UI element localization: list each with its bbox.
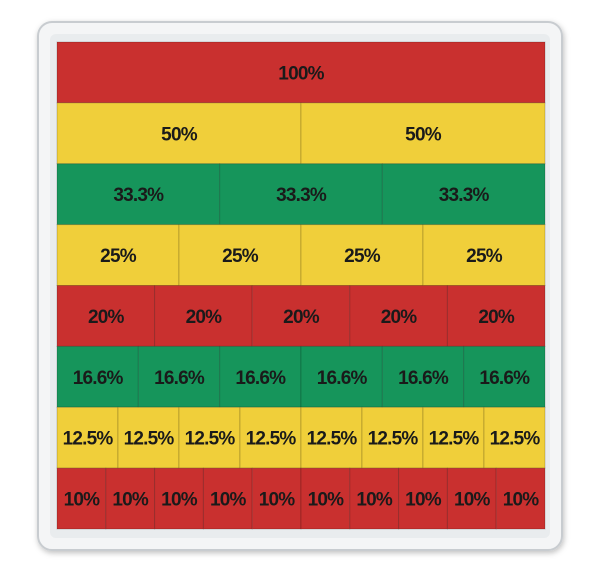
tile bbox=[422, 406, 485, 469]
tile-label: 20% bbox=[186, 307, 223, 328]
tile-label: 25% bbox=[100, 246, 137, 267]
tile-label: 12.5% bbox=[490, 429, 541, 450]
tile bbox=[137, 345, 221, 408]
tile bbox=[300, 224, 424, 286]
tile-label: 10% bbox=[259, 490, 296, 511]
tile-label: 12.5% bbox=[246, 429, 297, 450]
tile-label: 12.5% bbox=[368, 429, 419, 450]
tile bbox=[463, 345, 546, 408]
tile-label: 16.6% bbox=[398, 368, 449, 389]
tile bbox=[349, 285, 448, 347]
tile-label: 10% bbox=[503, 490, 540, 511]
tile-label: 12.5% bbox=[63, 429, 114, 450]
tile-label: 33.3% bbox=[439, 185, 490, 206]
tile bbox=[446, 285, 546, 347]
tile-grid: 100% 50% 50% 33.3% 33.3% 33.3% 25% 25% 25% 25% 20%… bbox=[56, 41, 546, 530]
tile bbox=[361, 406, 424, 469]
tile bbox=[154, 467, 204, 530]
tile bbox=[105, 467, 156, 530]
tile-label: 25% bbox=[344, 246, 381, 267]
tile-label: 16.6% bbox=[73, 368, 124, 389]
tile-label: 10% bbox=[112, 490, 149, 511]
tile-label: 20% bbox=[381, 307, 418, 328]
tile bbox=[300, 345, 383, 408]
tile bbox=[56, 345, 139, 408]
tile-label: 10% bbox=[161, 490, 198, 511]
tile-label: 16.6% bbox=[479, 368, 530, 389]
tile-label: 16.6% bbox=[317, 368, 368, 389]
tile-label: 20% bbox=[478, 307, 515, 328]
tile bbox=[56, 285, 156, 347]
tile bbox=[398, 467, 448, 530]
tile-label: 25% bbox=[466, 246, 503, 267]
tile-label: 10% bbox=[308, 490, 345, 511]
tile bbox=[56, 406, 119, 469]
tile-label: 16.6% bbox=[235, 368, 286, 389]
tile-label: 20% bbox=[283, 307, 320, 328]
tile-label: 50% bbox=[405, 124, 442, 145]
tile-label: 10% bbox=[210, 490, 247, 511]
tile-label: 10% bbox=[405, 490, 442, 511]
tile-label: 20% bbox=[88, 307, 125, 328]
tile bbox=[381, 345, 465, 408]
tile bbox=[202, 467, 253, 530]
tile-label: 10% bbox=[454, 490, 491, 511]
tile-label: 50% bbox=[161, 124, 198, 145]
tile-label: 100% bbox=[278, 63, 324, 84]
tile bbox=[446, 467, 497, 530]
tile bbox=[178, 224, 302, 286]
tile-label: 10% bbox=[64, 490, 101, 511]
tile-label: 33.3% bbox=[276, 185, 327, 206]
tile-label: 12.5% bbox=[307, 429, 358, 450]
tile bbox=[56, 41, 546, 104]
tile-label: 12.5% bbox=[185, 429, 236, 450]
tile bbox=[239, 406, 302, 469]
tile bbox=[117, 406, 180, 469]
tile-label: 12.5% bbox=[429, 429, 480, 450]
tile bbox=[178, 406, 241, 469]
tile bbox=[219, 345, 302, 408]
tile bbox=[300, 406, 363, 469]
tile bbox=[495, 467, 546, 530]
tile bbox=[56, 224, 180, 286]
tile-label: 10% bbox=[356, 490, 393, 511]
tile bbox=[154, 285, 253, 347]
tile bbox=[251, 467, 302, 530]
tile bbox=[300, 467, 351, 530]
tile bbox=[422, 224, 546, 286]
tile-label: 33.3% bbox=[113, 185, 164, 206]
tile-label: 25% bbox=[222, 246, 259, 267]
tile-label: 12.5% bbox=[124, 429, 175, 450]
tile bbox=[483, 406, 546, 469]
tile bbox=[349, 467, 400, 530]
tile-label: 16.6% bbox=[154, 368, 205, 389]
